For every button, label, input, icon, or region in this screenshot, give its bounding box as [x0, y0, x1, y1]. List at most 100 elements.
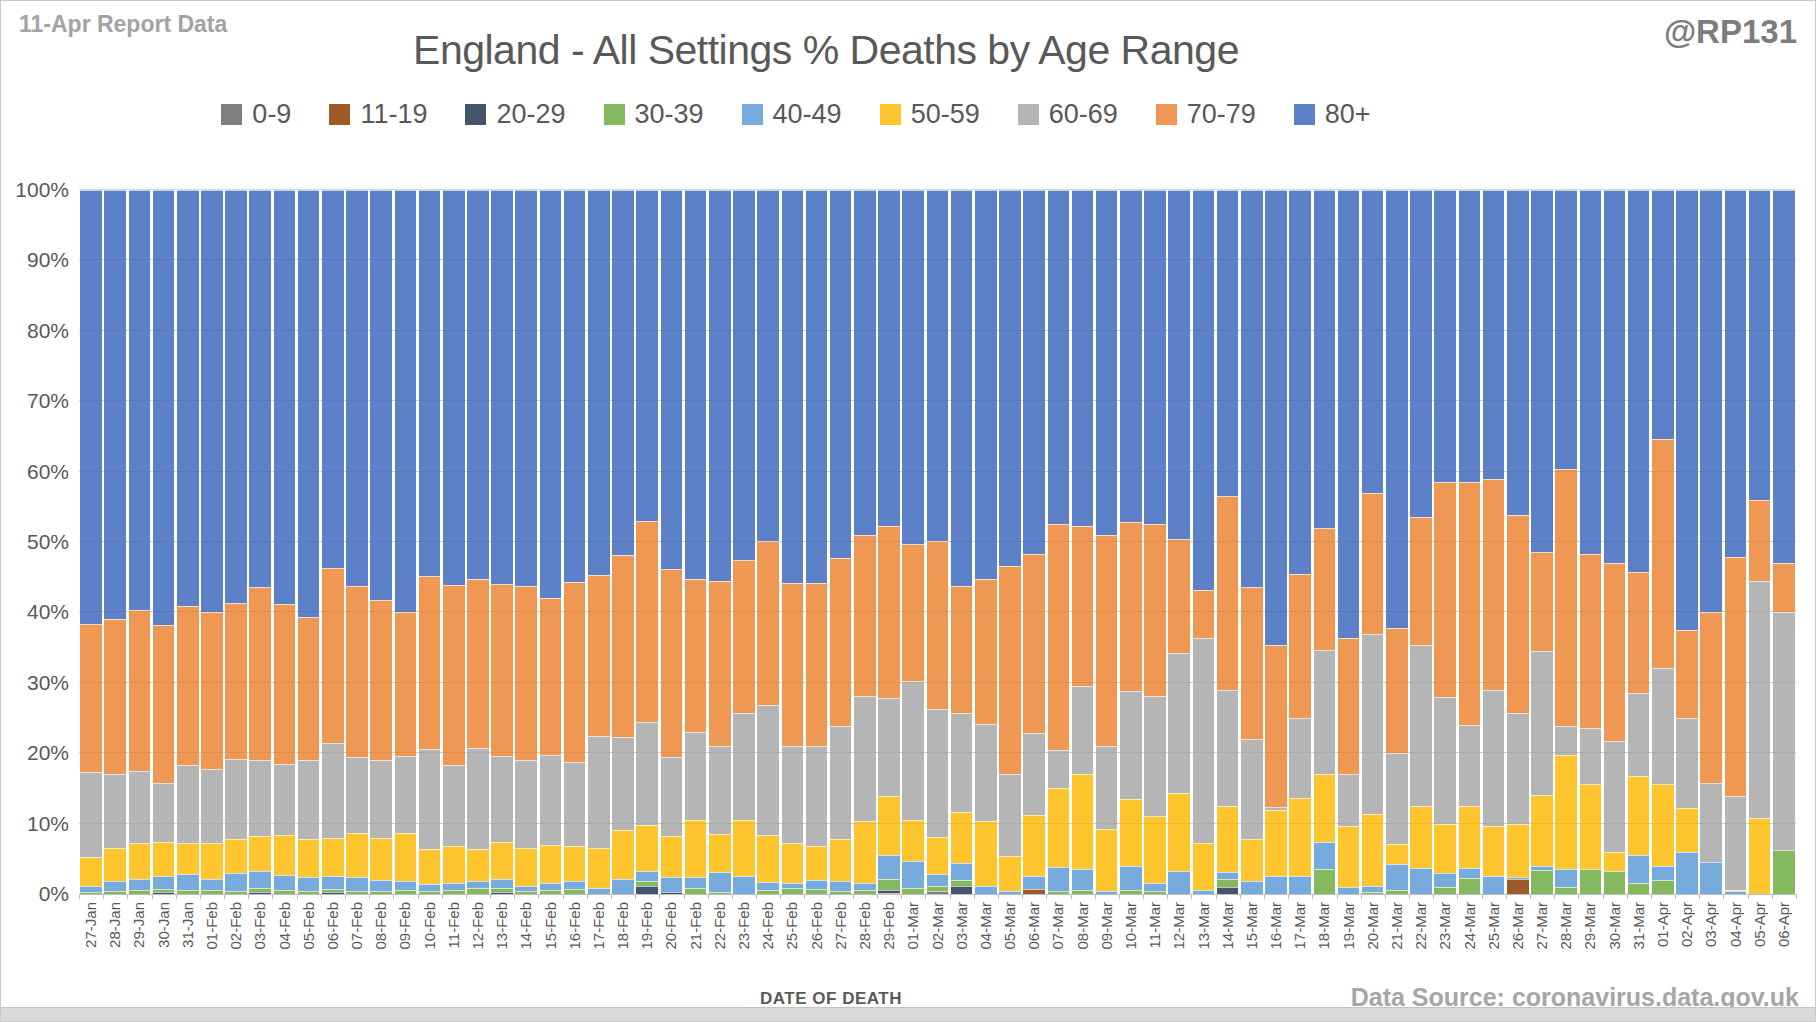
segment-80+ [1459, 190, 1481, 482]
bar-20-Feb [661, 190, 683, 894]
segment-40-49 [1241, 881, 1263, 894]
segment-70-79 [540, 598, 562, 754]
segment-80+ [830, 190, 852, 558]
legend-swatch-icon [221, 104, 242, 125]
segment-70-79 [1531, 552, 1553, 651]
gridline-overlay [79, 682, 1796, 683]
x-tick-label: 05-Feb [300, 902, 317, 950]
segment-30-39 [177, 890, 199, 894]
segment-80+ [80, 190, 102, 624]
x-tick-label: 28-Feb [856, 902, 873, 950]
segment-70-79 [1193, 590, 1215, 638]
x-tick-label: 16-Mar [1267, 902, 1284, 950]
segment-70-79 [757, 541, 779, 704]
segment-40-49 [1725, 891, 1747, 894]
legend-swatch-icon [1018, 104, 1039, 125]
segment-70-79 [1725, 557, 1747, 796]
y-tick-label: 90% [1, 248, 69, 272]
y-tick-label: 80% [1, 319, 69, 343]
segment-70-79 [1386, 628, 1408, 753]
segment-70-79 [104, 619, 126, 774]
x-tick-label: 19-Mar [1340, 902, 1357, 950]
segment-50-59 [1289, 798, 1311, 876]
segment-40-49 [1265, 876, 1287, 894]
segment-60-69 [515, 760, 537, 848]
segment-60-69 [1144, 696, 1166, 816]
segment-40-49 [419, 884, 441, 891]
segment-30-39 [1531, 870, 1553, 894]
x-tick-label: 02-Mar [929, 902, 946, 950]
segment-50-59 [782, 843, 804, 883]
segment-60-69 [878, 698, 900, 796]
segment-50-59 [322, 838, 344, 876]
segment-80+ [177, 190, 199, 606]
segment-80+ [1531, 190, 1553, 552]
segment-11-19 [1507, 879, 1529, 894]
x-tick-label: 20-Feb [662, 902, 679, 950]
segment-70-79 [975, 579, 997, 723]
segment-70-79 [249, 587, 271, 759]
y-tick-label: 60% [1, 460, 69, 484]
legend-swatch-icon [604, 104, 625, 125]
segment-40-49 [177, 874, 199, 891]
segment-80+ [467, 190, 489, 579]
segment-40-49 [346, 877, 368, 891]
segment-80+ [854, 190, 876, 535]
segment-80+ [782, 190, 804, 583]
segment-30-39 [1217, 879, 1239, 887]
x-tick-label: 14-Feb [517, 902, 534, 950]
segment-50-59 [129, 843, 151, 878]
segment-80+ [733, 190, 755, 560]
y-tick-label: 100% [1, 178, 69, 202]
segment-40-49 [661, 877, 683, 892]
bar-29-Mar [1580, 190, 1602, 894]
legend-swatch-icon [465, 104, 486, 125]
segment-50-59 [1386, 844, 1408, 864]
segment-80+ [951, 190, 973, 586]
segment-70-79 [1700, 612, 1722, 783]
segment-60-69 [491, 756, 513, 842]
segment-40-49 [564, 881, 586, 889]
segment-60-69 [1048, 750, 1070, 788]
segment-80+ [709, 190, 731, 581]
segment-60-69 [1434, 697, 1456, 824]
segment-30-39 [1459, 878, 1481, 894]
segment-40-49 [1386, 864, 1408, 889]
bar-29-Jan [129, 190, 151, 894]
bar-04-Mar [975, 190, 997, 894]
x-tick-label: 04-Apr [1727, 902, 1744, 947]
segment-70-79 [709, 581, 731, 746]
segment-40-49 [370, 880, 392, 891]
bar-06-Apr [1773, 190, 1795, 894]
segment-30-39 [782, 888, 804, 894]
segment-50-59 [419, 849, 441, 884]
segment-80+ [1072, 190, 1094, 526]
segment-40-49 [806, 880, 828, 889]
segment-70-79 [1410, 517, 1432, 644]
segment-40-49 [1483, 876, 1505, 894]
segment-70-79 [1483, 479, 1505, 690]
segment-50-59 [395, 833, 417, 881]
segment-50-59 [153, 842, 175, 876]
segment-80+ [1120, 190, 1142, 522]
segment-60-69 [298, 760, 320, 839]
legend-label: 30-39 [635, 99, 704, 130]
segment-30-39 [1628, 883, 1650, 894]
bar-05-Feb [298, 190, 320, 894]
segment-60-69 [636, 722, 658, 825]
segment-50-59 [854, 821, 876, 883]
bar-04-Feb [274, 190, 296, 894]
bar-30-Jan [153, 190, 175, 894]
segment-80+ [878, 190, 900, 526]
segment-60-69 [1096, 746, 1118, 828]
gridline-overlay [79, 611, 1796, 612]
segment-30-39 [830, 891, 852, 894]
segment-70-79 [395, 612, 417, 756]
gridline-overlay [79, 823, 1796, 824]
gridline-overlay [79, 400, 1796, 401]
x-tick-label: 17-Mar [1291, 902, 1308, 950]
segment-30-39 [1773, 850, 1795, 894]
bar-27-Feb [830, 190, 852, 894]
segment-70-79 [685, 579, 707, 732]
segment-80+ [1193, 190, 1215, 590]
